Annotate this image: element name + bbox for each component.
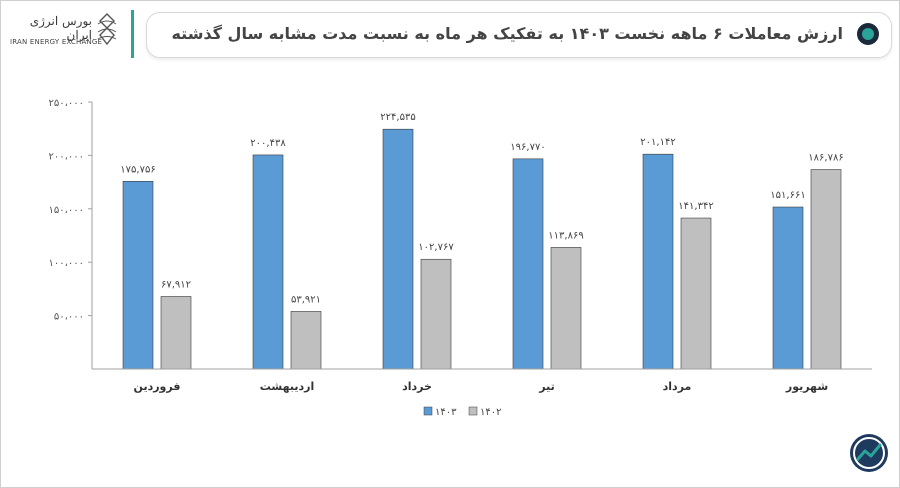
bar-1403 [642,153,674,370]
bar-1402 [160,296,192,370]
data-label: ۶۷,۹۱۲ [161,279,191,290]
data-label: ۱۰۲,۷۶۷ [418,242,454,253]
x-axis: فروردین اردیبهشت خرداد تیر مرداد شهریور [92,368,872,393]
x-tick-label: فروردین [134,380,181,393]
data-label: ۱۴۱,۳۴۲ [678,201,713,212]
y-tick-label: ۲۰۰،۰۰۰ [49,151,84,162]
data-label: ۵۳,۹۲۱ [291,294,321,305]
x-tick-label: مرداد [663,380,692,393]
data-label: ۱۷۵,۷۵۶ [120,164,155,175]
legend-label: ۱۴۰۳ [435,407,457,418]
legend-swatch [423,406,433,416]
y-axis: ۵۰،۰۰۰ ۱۰۰،۰۰۰ ۱۵۰،۰۰۰ ۲۰۰،۰۰۰ ۲۵۰،۰۰۰ [49,98,93,369]
bars: ۱۷۵,۷۵۶ ۶۷,۹۱۲ ۲۰۰,۴۳۸ ۵۳,۹۲۱ ۲۲۴,۵۳۵ ۱۰۲,۷۶۷… [120,112,844,370]
data-label: ۲۲۴,۵۳۵ [380,112,415,123]
brand-logo: بورس انرژی ایران IRAN ENERGY EXCHANGE [10,12,120,56]
y-tick-label: ۵۰،۰۰۰ [54,312,84,323]
bar-1403 [772,206,804,370]
bar-1403 [122,180,154,370]
title-bullet-icon [857,23,879,45]
bar-1402 [290,311,322,370]
data-label: ۱۸۶,۷۸۶ [808,153,843,164]
x-tick-label: اردیبهشت [260,380,314,393]
x-tick-label: شهریور [785,380,828,393]
data-label: ۱۱۳,۸۶۹ [548,230,583,241]
header-divider [131,10,134,58]
bar-1402 [550,247,582,370]
logo-persian-name: بورس انرژی ایران [29,14,92,42]
trend-circle-logo-icon [850,434,888,472]
data-label: ۱۵۱,۶۶۱ [770,190,805,201]
title-box: ارزش معاملات ۶ ماهه نخست ۱۴۰۳ به تفکیک ه… [146,12,892,58]
logo-english-name: IRAN ENERGY EXCHANGE [10,38,103,46]
chart-title: ارزش معاملات ۶ ماهه نخست ۱۴۰۳ به تفکیک ه… [171,24,843,43]
legend: ۱۴۰۳ ۱۴۰۲ [423,406,501,418]
bar-1402 [420,258,452,370]
data-label: ۲۰۱,۱۴۲ [640,137,675,148]
y-tick-label: ۲۵۰،۰۰۰ [49,98,84,109]
data-label: ۲۰۰,۴۳۸ [250,138,286,149]
legend-label: ۱۴۰۲ [480,407,501,418]
bar-1403 [252,154,284,370]
y-tick-label: ۱۵۰،۰۰۰ [49,205,84,216]
bar-1403 [512,158,544,370]
bar-1402 [680,217,712,370]
iran-energy-exchange-logo-icon [97,13,117,46]
data-label: ۱۹۶,۷۷۰ [510,142,545,153]
bar-1402 [810,169,842,370]
legend-swatch [468,406,478,416]
x-tick-label: خرداد [402,380,432,393]
y-tick-label: ۱۰۰،۰۰۰ [49,258,84,269]
bar-1403 [382,128,414,370]
x-tick-label: تیر [538,380,554,393]
